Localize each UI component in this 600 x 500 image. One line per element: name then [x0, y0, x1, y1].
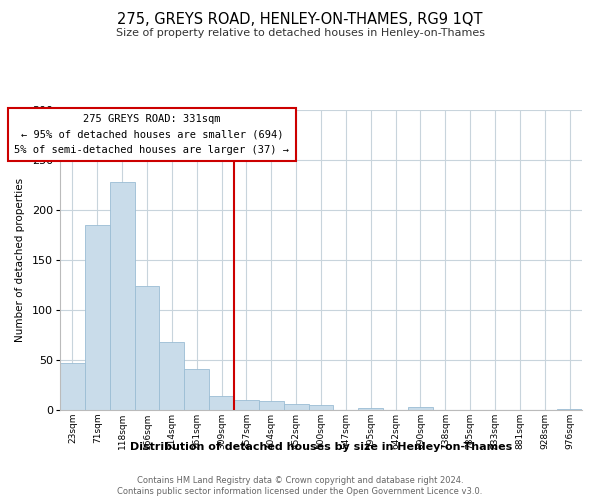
Text: 275 GREYS ROAD: 331sqm
← 95% of detached houses are smaller (694)
5% of semi-det: 275 GREYS ROAD: 331sqm ← 95% of detached…	[14, 114, 289, 155]
Bar	[134, 286, 160, 410]
Bar	[110, 182, 134, 410]
Bar	[408, 407, 433, 410]
Bar	[557, 409, 582, 410]
Bar	[308, 405, 334, 410]
Bar	[358, 408, 383, 410]
Bar	[284, 404, 308, 410]
Bar	[85, 225, 110, 410]
Text: 275, GREYS ROAD, HENLEY-ON-THAMES, RG9 1QT: 275, GREYS ROAD, HENLEY-ON-THAMES, RG9 1…	[117, 12, 483, 28]
Y-axis label: Number of detached properties: Number of detached properties	[15, 178, 25, 342]
Bar	[259, 401, 284, 410]
Text: Size of property relative to detached houses in Henley-on-Thames: Size of property relative to detached ho…	[115, 28, 485, 38]
Text: Contains HM Land Registry data © Crown copyright and database right 2024.: Contains HM Land Registry data © Crown c…	[137, 476, 463, 485]
Bar	[209, 396, 234, 410]
Bar	[60, 363, 85, 410]
Text: Contains public sector information licensed under the Open Government Licence v3: Contains public sector information licen…	[118, 488, 482, 496]
Bar	[234, 400, 259, 410]
Text: Distribution of detached houses by size in Henley-on-Thames: Distribution of detached houses by size …	[130, 442, 512, 452]
Bar	[160, 342, 184, 410]
Bar	[184, 369, 209, 410]
